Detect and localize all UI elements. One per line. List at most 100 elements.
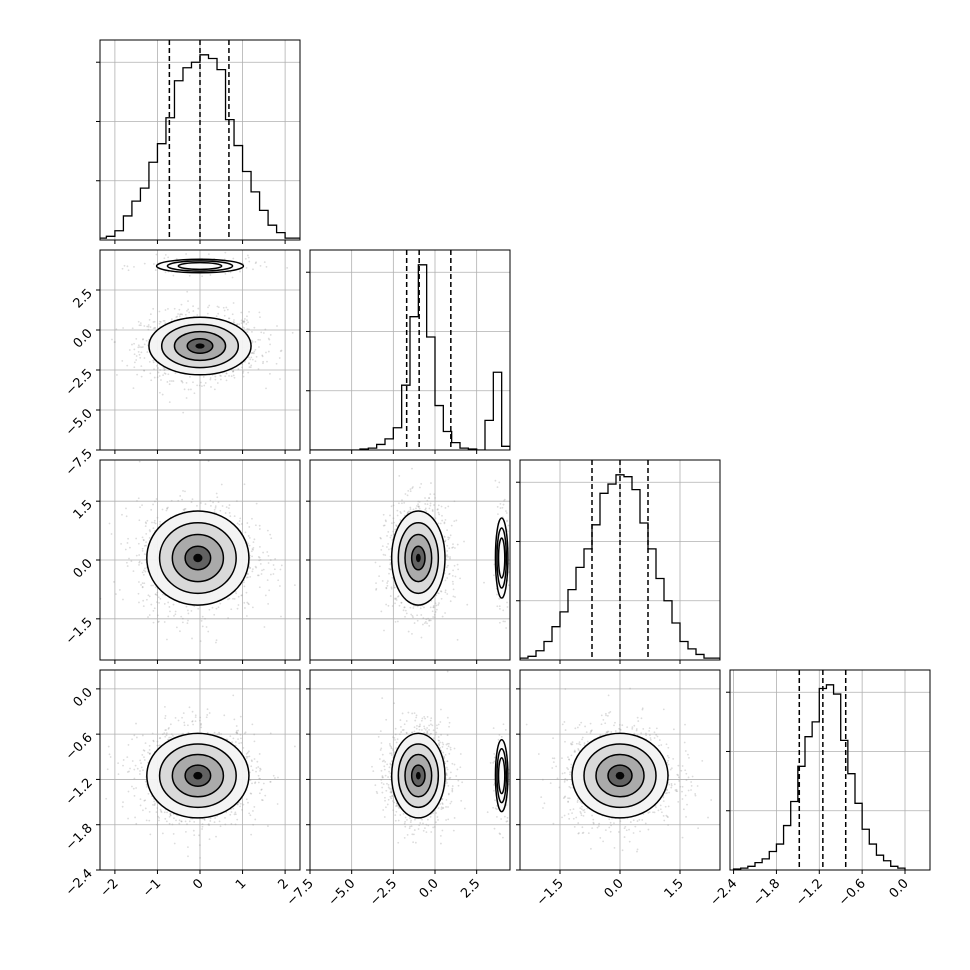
scatter-point <box>240 311 243 314</box>
scatter-point <box>235 500 238 502</box>
scatter-point <box>496 593 498 596</box>
scatter-point <box>185 397 188 399</box>
scatter-point <box>163 369 166 372</box>
scatter-point <box>386 582 389 584</box>
scatter-point <box>267 337 270 340</box>
scatter-point <box>199 640 202 643</box>
scatter-point <box>187 300 189 302</box>
scatter-point <box>244 257 247 260</box>
scatter-point <box>237 368 240 370</box>
scatter-point <box>218 820 221 823</box>
scatter-point <box>166 507 168 510</box>
scatter-point <box>215 492 218 495</box>
scatter-point <box>152 307 155 310</box>
scatter-point <box>395 597 398 600</box>
scatter-point <box>196 504 198 507</box>
scatter-point <box>114 341 116 343</box>
scatter-point <box>249 358 252 361</box>
scatter-point <box>244 360 246 363</box>
scatter-point <box>158 819 160 822</box>
scatter-point <box>228 504 231 506</box>
scatter-point <box>418 507 421 510</box>
scatter-point <box>232 374 235 377</box>
scatter-point <box>243 585 246 588</box>
scatter-point <box>257 574 260 577</box>
scatter-point <box>242 320 245 323</box>
scatter-point <box>162 593 164 596</box>
scatter-point <box>241 363 244 366</box>
scatter-point <box>389 536 392 539</box>
scatter-point <box>144 742 147 745</box>
scatter-point <box>506 606 509 608</box>
scatter-point <box>147 328 150 331</box>
scatter-point <box>428 497 431 500</box>
scatter-point <box>161 393 164 396</box>
scatter-point <box>250 759 253 762</box>
scatter-point <box>192 310 195 312</box>
scatter-point <box>156 601 158 604</box>
scatter-point <box>255 355 258 358</box>
scatter-point <box>448 572 451 575</box>
scatter-point <box>133 794 136 797</box>
panel-1-1 <box>306 249 511 454</box>
scatter-point <box>140 375 143 378</box>
scatter-point <box>444 591 447 594</box>
scatter-point <box>190 610 193 612</box>
scatter-point <box>173 614 175 617</box>
scatter-point <box>404 493 407 495</box>
scatter-point <box>452 543 454 546</box>
scatter-point <box>398 604 401 607</box>
scatter-point <box>241 320 244 323</box>
scatter-point <box>118 589 121 591</box>
scatter-point <box>410 613 413 616</box>
scatter-point <box>409 606 412 609</box>
scatter-point <box>208 823 210 826</box>
scatter-point <box>445 558 448 561</box>
scatter-point <box>412 508 415 511</box>
scatter-point <box>147 616 149 618</box>
scatter-point <box>219 374 222 377</box>
scatter-point <box>224 272 227 275</box>
scatter-point <box>143 759 146 761</box>
scatter-point <box>252 546 255 549</box>
scatter-point <box>146 785 148 788</box>
scatter-point <box>121 360 124 362</box>
scatter-point <box>247 573 249 576</box>
scatter-point <box>384 554 387 557</box>
panel-1-0: 2.50.0−2.5−5.0−7.5 <box>63 249 301 479</box>
scatter-point <box>254 565 257 568</box>
scatter-point <box>140 346 143 349</box>
scatter-point <box>170 318 173 321</box>
scatter-point <box>164 254 167 256</box>
scatter-point <box>452 569 454 572</box>
scatter-point <box>186 622 189 624</box>
scatter-point <box>266 551 269 553</box>
scatter-point <box>269 343 271 346</box>
scatter-point <box>502 609 505 612</box>
density-fill <box>178 262 222 270</box>
density <box>100 460 296 644</box>
scatter-point <box>392 530 394 533</box>
scatter-point <box>432 606 435 609</box>
scatter-point <box>160 379 162 381</box>
scatter-point <box>236 522 239 525</box>
scatter-point <box>390 505 393 508</box>
scatter-point <box>201 625 204 628</box>
scatter-point <box>253 350 256 353</box>
scatter-point <box>418 500 421 503</box>
scatter-point <box>167 727 170 730</box>
scatter-point <box>148 360 151 363</box>
scatter-point <box>184 820 187 823</box>
scatter-point <box>444 506 447 509</box>
scatter-point <box>413 622 416 624</box>
scatter-point <box>267 602 270 605</box>
scatter-point <box>503 500 505 502</box>
scatter-point <box>166 811 168 814</box>
scatter-point <box>389 568 392 571</box>
scatter-point <box>208 838 211 841</box>
scatter-point <box>395 599 398 601</box>
scatter-point <box>159 520 162 523</box>
scatter-point <box>148 595 151 598</box>
scatter-point <box>395 525 398 528</box>
scatter-point <box>228 597 231 600</box>
